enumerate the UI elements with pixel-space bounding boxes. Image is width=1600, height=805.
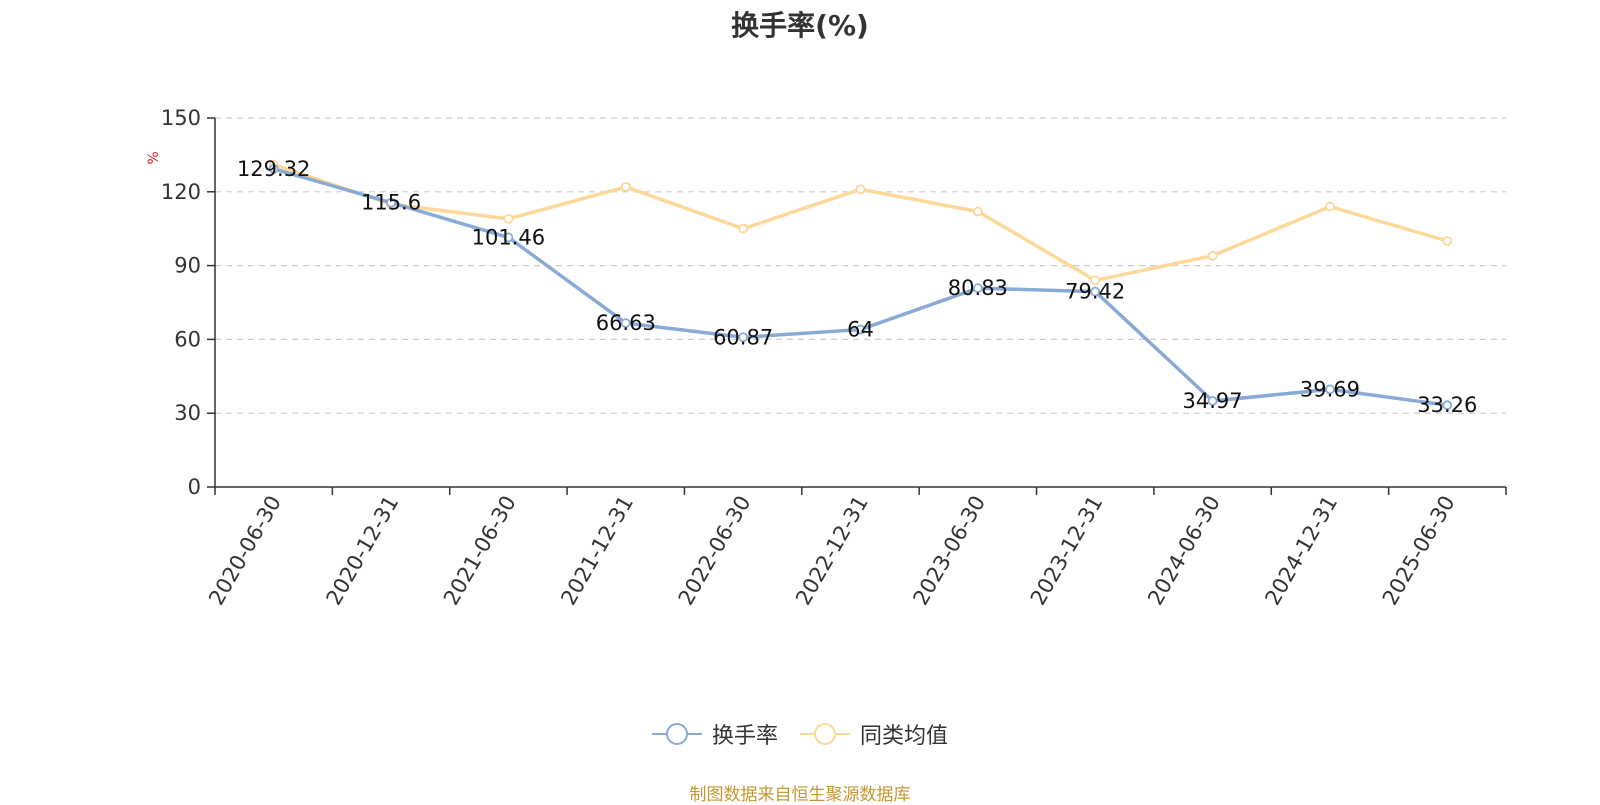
series-2-point — [503, 213, 514, 224]
series-2-point — [1090, 275, 1101, 286]
data-label: 60.87 — [713, 325, 773, 349]
legend: 换手率 同类均值 — [0, 718, 1600, 750]
series-2-point — [1442, 236, 1453, 246]
series-2-point — [855, 184, 866, 195]
series-2-point — [1325, 201, 1335, 212]
x-tick-label: 2025-06-30 — [1378, 492, 1460, 610]
axes: 0 30 60 90 120 150% 2020-06-30 2020-12-31 2021-0… — [146, 106, 1507, 610]
y-tick-label: 90 — [174, 254, 201, 278]
x-tick-label: 2020-06-30 — [204, 492, 286, 610]
series-1-point — [620, 318, 631, 328]
x-tick-label: 2024-06-30 — [1143, 492, 1225, 610]
legend-item-2[interactable]: 同类均值 — [800, 718, 948, 750]
y-tick-label: 0 — [188, 475, 201, 499]
x-tick-label: 2021-12-31 — [556, 492, 638, 610]
series-1-point — [855, 324, 866, 335]
y-tick-label: 120 — [161, 180, 201, 204]
series-1-point — [268, 163, 279, 174]
x-tick-label: 2020-12-31 — [322, 492, 404, 610]
legend-swatch — [651, 723, 702, 745]
grid-lines — [215, 117, 1506, 414]
legend-item-1[interactable]: 换手率 — [651, 718, 778, 750]
source-note: 制图数据来自恒生聚源数据库 — [689, 785, 911, 805]
x-tick-label: 2023-12-31 — [1026, 492, 1108, 610]
legend-swatch — [800, 723, 850, 745]
series-line-1 — [273, 167, 1448, 407]
y-tick-label: 60 — [174, 327, 201, 351]
series-1-point — [1325, 384, 1335, 395]
chart-title: 换手率(%) — [731, 9, 869, 42]
data-label: 64 — [847, 318, 874, 342]
data-label: 79.42 — [1065, 280, 1125, 304]
series-lines — [268, 159, 1453, 411]
series-1-point — [503, 232, 514, 243]
series-2-point — [620, 181, 631, 192]
data-label: 66.63 — [596, 311, 656, 335]
x-tick-label: 2023-06-30 — [908, 492, 990, 610]
series-2-point — [972, 206, 983, 217]
series-1-point — [1442, 400, 1453, 411]
data-label: 115.6 — [361, 191, 421, 215]
legend-label: 换手率 — [711, 724, 778, 749]
x-tick-label: 2022-12-31 — [791, 492, 873, 610]
series-1-point — [386, 197, 396, 208]
x-tick-label: 2022-06-30 — [674, 492, 756, 610]
x-tick-label: 2024-12-31 — [1260, 492, 1342, 610]
series-1-point — [1207, 396, 1218, 406]
y-tick-label: 150 — [161, 106, 201, 130]
data-label: 34.97 — [1183, 389, 1243, 413]
y-tick-label: 30 — [174, 401, 201, 425]
legend-label: 同类均值 — [860, 724, 949, 749]
data-label: 129.32 — [237, 157, 310, 181]
series-1-point — [972, 283, 983, 294]
data-label: 39.69 — [1300, 377, 1360, 401]
y-axis-unit: % — [146, 151, 162, 164]
data-label: 80.83 — [948, 276, 1008, 300]
data-label: 101.46 — [472, 225, 545, 249]
series-line-2 — [273, 163, 1448, 283]
series-1-point — [738, 332, 749, 343]
data-labels: 129.32 115.6 101.46 66.63 60.87 64 80.83 79.42 3… — [237, 157, 1477, 417]
data-label: 33.26 — [1417, 393, 1477, 417]
x-tick-label: 2021-06-30 — [439, 492, 521, 610]
series-1-point — [1090, 286, 1101, 297]
series-2-point — [1207, 250, 1218, 261]
series-2-point — [738, 223, 749, 234]
